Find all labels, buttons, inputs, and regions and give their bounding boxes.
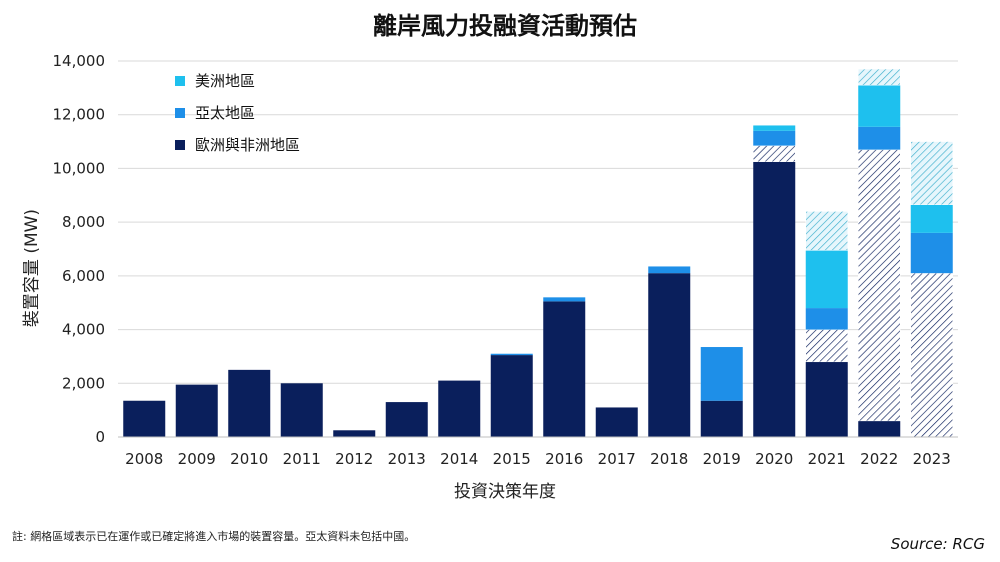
bar-segment-hatched <box>910 141 953 205</box>
bar-segment <box>858 126 901 150</box>
x-tick-label: 2008 <box>125 450 163 468</box>
footnote: 註: 網格區域表示已在運作或已確定將進入市場的裝置容量。亞太資料未包括中國。 <box>12 529 415 543</box>
x-tick-label: 2013 <box>388 450 426 468</box>
chart-title: 離岸風力投融資活動預估 <box>373 12 637 40</box>
x-tick-label: 2017 <box>598 450 636 468</box>
x-tick-label: 2018 <box>650 450 688 468</box>
legend-swatch-emea <box>175 140 185 150</box>
bar-segment <box>333 430 376 437</box>
y-tick-label: 8,000 <box>62 213 105 231</box>
y-tick-label: 2,000 <box>62 374 105 392</box>
bar-segment <box>438 380 481 437</box>
bar-segment <box>910 204 953 233</box>
bar-segment <box>648 273 691 437</box>
y-tick-label: 14,000 <box>53 52 106 70</box>
x-tick-label: 2009 <box>178 450 216 468</box>
bar-segment <box>753 130 796 146</box>
legend-label-apac: 亞太地區 <box>195 104 255 122</box>
x-axis-ticks: 2008 2009 2010 2011 2012 2013 2014 2015 2016 2017… <box>125 450 951 468</box>
x-tick-label: 2015 <box>493 450 531 468</box>
x-tick-label: 2012 <box>335 450 373 468</box>
y-tick-label: 12,000 <box>53 106 106 124</box>
legend-swatch-apac <box>175 108 185 118</box>
y-axis-ticks: 0 2,000 4,000 6,000 8,000 10,000 12,000 14,000 <box>53 52 106 446</box>
bar-segment-hatched <box>858 68 901 86</box>
y-axis-label: 裝置容量 (MW) <box>22 209 42 327</box>
bar-segment <box>700 400 743 437</box>
bar-segment-hatched <box>753 145 796 162</box>
x-axis-label: 投資決策年度 <box>454 482 556 502</box>
bar-segment <box>490 353 533 356</box>
bar-segment <box>123 400 166 437</box>
bar-segment <box>753 161 796 437</box>
x-tick-label: 2016 <box>545 450 583 468</box>
bar-segment-hatched <box>805 329 848 363</box>
bar-segment <box>385 402 428 437</box>
y-tick-label: 0 <box>95 428 105 446</box>
legend-label-emea: 歐洲與非洲地區 <box>195 136 300 154</box>
bar-segment-hatched <box>910 272 953 438</box>
bar-segment-hatched <box>805 211 848 251</box>
bar-segment <box>648 266 691 274</box>
bar-segment <box>753 125 796 131</box>
bar-segment <box>543 301 586 437</box>
y-tick-label: 6,000 <box>62 267 105 285</box>
source-credit: Source: RCG <box>891 535 985 553</box>
legend-label-americas: 美洲地區 <box>195 72 255 90</box>
bar-segment <box>805 308 848 330</box>
legend-swatch-americas <box>175 76 185 86</box>
bars <box>118 68 958 438</box>
y-tick-label: 4,000 <box>62 321 105 339</box>
bar-segment <box>700 347 743 401</box>
bar-segment <box>228 369 271 437</box>
x-tick-label: 2022 <box>860 450 898 468</box>
x-tick-label: 2019 <box>703 450 741 468</box>
x-tick-label: 2014 <box>440 450 478 468</box>
bar-segment <box>805 250 848 309</box>
x-tick-label: 2023 <box>913 450 951 468</box>
bar-segment <box>543 297 586 302</box>
legend: 美洲地區 亞太地區 歐洲與非洲地區 <box>175 72 300 154</box>
bar-segment <box>805 361 848 437</box>
bar-segment <box>910 232 953 274</box>
x-tick-label: 2010 <box>230 450 268 468</box>
bar-segment <box>280 383 323 437</box>
x-tick-label: 2011 <box>283 450 321 468</box>
x-tick-label: 2021 <box>808 450 846 468</box>
bar-segment <box>175 384 218 437</box>
x-tick-label: 2020 <box>755 450 793 468</box>
bar-segment <box>490 355 533 437</box>
bar-segment <box>858 420 901 437</box>
bar-segment-hatched <box>858 149 901 422</box>
y-tick-label: 10,000 <box>53 159 106 177</box>
bar-segment <box>858 85 901 127</box>
bar-segment <box>595 407 638 437</box>
